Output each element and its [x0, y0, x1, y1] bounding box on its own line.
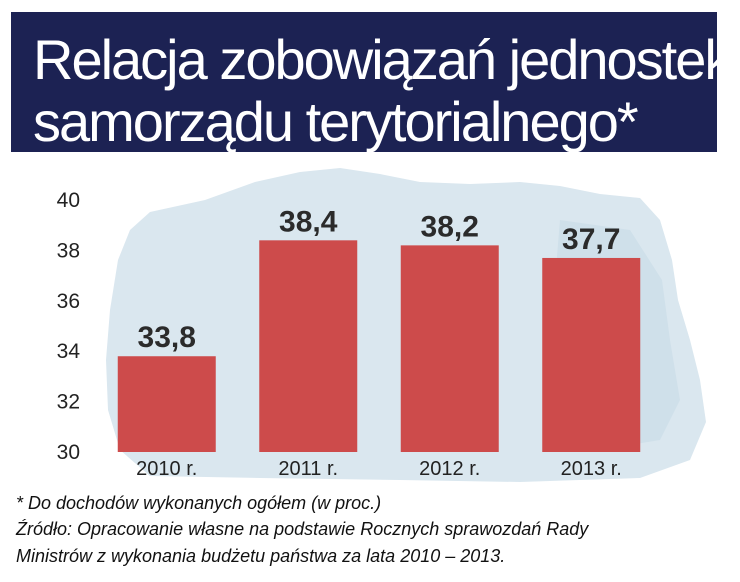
- bars: [117, 240, 641, 452]
- y-tick-label: 40: [57, 189, 80, 212]
- bar: [259, 240, 358, 452]
- y-tick-label: 32: [57, 391, 80, 414]
- x-axis: 2010 r. 2011 r. 2012 r. 2013 r.: [136, 458, 622, 480]
- bar: [542, 257, 641, 452]
- source-line-2: Ministrów z wykonania budżetu państwa za…: [16, 546, 506, 566]
- footnote-definition: * Do dochodów wykonanych ogółem (w proc.…: [16, 493, 382, 513]
- title-banner: Relacja zobowiązań jednostek samorządu t…: [11, 12, 732, 153]
- source-line-1: Źródło: Opracowanie własne na podstawie …: [16, 519, 589, 539]
- y-tick-label: 30: [57, 441, 80, 464]
- chart-title-line-2: samorządu terytorialnego*: [33, 90, 639, 153]
- x-tick-label: 2012 r.: [419, 458, 480, 480]
- bar: [400, 245, 499, 452]
- x-tick-label: 2010 r.: [136, 458, 197, 480]
- value-labels: 33,8 38,4 38,2 37,7: [138, 205, 621, 354]
- y-tick-label: 38: [57, 239, 80, 262]
- bar: [117, 356, 216, 452]
- x-tick-label: 2011 r.: [278, 458, 338, 480]
- bar-value-label: 33,8: [138, 321, 196, 354]
- bar-value-label: 38,2: [421, 210, 479, 243]
- chart-title-line-1: Relacja zobowiązań jednostek: [33, 28, 732, 91]
- bar-value-label: 38,4: [279, 205, 338, 238]
- y-axis: 30 32 34 36 38 40: [57, 189, 81, 464]
- y-tick-label: 36: [57, 290, 80, 313]
- y-tick-label: 34: [57, 340, 81, 363]
- x-tick-label: 2013 r.: [561, 458, 622, 480]
- bar-value-label: 37,7: [562, 223, 620, 256]
